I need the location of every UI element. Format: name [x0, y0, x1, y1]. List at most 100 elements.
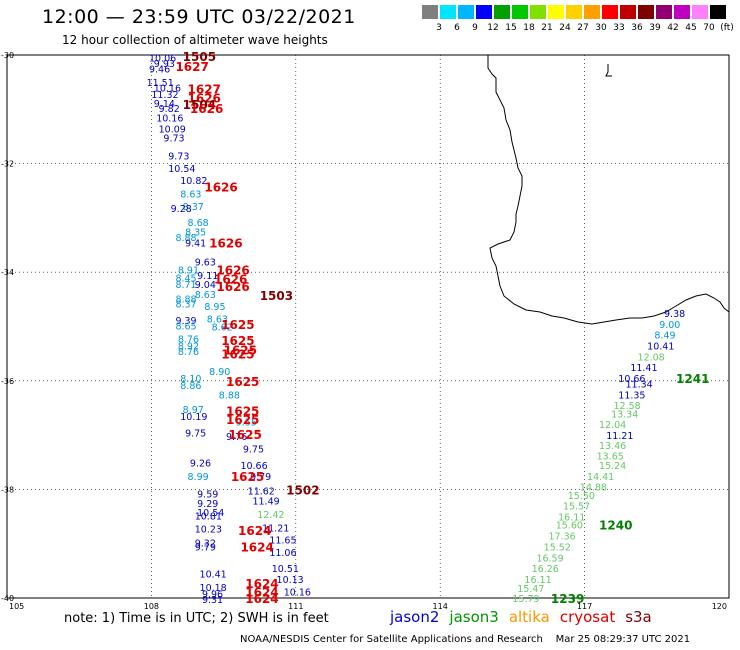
wave-height-value: 11.06 — [269, 548, 296, 559]
wave-height-value: 9.96 — [202, 590, 223, 601]
color-swatch — [620, 5, 636, 19]
wave-height-value: 9.39 — [175, 316, 196, 327]
wave-height-value: 8.95 — [204, 302, 225, 313]
wave-height-value: 10.81 — [195, 511, 222, 522]
wave-height-value: 10.51 — [272, 564, 299, 575]
wave-height-value: 8.49 — [654, 331, 675, 342]
pass-time-label: 1626 — [209, 236, 242, 250]
wave-height-value: 9.38 — [664, 309, 685, 320]
pass-time-label: 1625 — [231, 470, 264, 484]
wave-height-value: 9.73 — [163, 134, 184, 145]
pass-time-label: 1239 — [551, 592, 584, 606]
wave-height-value: 10.16 — [156, 113, 183, 124]
pass-time-label: 1502 — [286, 483, 319, 497]
color-swatch — [494, 5, 510, 19]
wave-height-value: 8.37 — [183, 202, 204, 213]
lon-tick-label: 111 — [288, 602, 303, 611]
wave-height-value: 9.29 — [197, 499, 218, 510]
wave-height-value: 8.76 — [178, 334, 199, 345]
pass-labels-layer: 1505162716271626150416261626162616261626… — [175, 50, 709, 606]
wave-height-value: 11.34 — [626, 380, 653, 391]
satellite-legend-item: altika — [508, 608, 550, 626]
wave-height-value: 15.52 — [544, 542, 571, 553]
wave-height-value: 10.16 — [154, 84, 181, 95]
satellite-legend: jason2 jason3 altika cryosat s3a — [390, 608, 662, 626]
color-swatch — [530, 5, 546, 19]
australia-coastline — [487, 55, 730, 325]
wave-height-value: 9.31 — [202, 595, 223, 606]
wave-height-value: 13.65 — [597, 452, 624, 463]
wave-height-value: 9.26 — [190, 458, 211, 469]
lat-tick-label: -40 — [1, 594, 14, 603]
wave-height-value: 9.73 — [168, 151, 189, 162]
pass-time-label: 1505 — [183, 50, 216, 64]
wave-height-value: 13.34 — [611, 409, 638, 420]
satellite-legend-item: jason3 — [449, 608, 499, 626]
color-legend-label: 36 — [631, 23, 643, 33]
wave-height-value: 10.54 — [197, 508, 224, 519]
note-text: note: 1) Time is in UTC; 2) SWH is in fe… — [64, 611, 329, 626]
wave-height-value: 10.66 — [618, 374, 645, 385]
pass-time-label: 1626 — [190, 102, 223, 116]
pass-time-label: 1626 — [188, 91, 221, 105]
wave-height-value: 9.55 — [236, 418, 257, 429]
color-legend-label: 3 — [436, 23, 442, 33]
color-legend-label: 33 — [613, 23, 625, 33]
satellite-legend-item: jason2 — [390, 608, 440, 626]
pass-time-label: 1624 — [238, 524, 271, 538]
wave-height-value: 15.50 — [568, 491, 595, 502]
color-swatch — [674, 5, 690, 19]
pass-time-label: 1625 — [221, 334, 254, 348]
wave-height-value: 8.91 — [178, 265, 199, 276]
wave-height-value: 16.11 — [524, 575, 551, 586]
pass-time-label: 1625 — [221, 348, 254, 362]
observations-layer: 10.069.939.4611.5110.1611.329.149.8210.1… — [147, 54, 686, 606]
wave-height-value: 11.62 — [248, 486, 275, 497]
pass-time-label: 1625 — [226, 375, 259, 389]
satellite-legend-item: cryosat — [559, 608, 616, 626]
pass-time-label: 1503 — [260, 289, 293, 303]
wave-height-value: 8.97 — [183, 405, 204, 416]
wave-height-value: 9.63 — [195, 257, 216, 268]
pass-time-label: 1624 — [245, 592, 278, 606]
color-legend-label: 12 — [487, 23, 499, 33]
color-swatch — [422, 5, 438, 19]
pass-time-label: 1624 — [240, 540, 273, 554]
lat-tick-label: -30 — [1, 51, 14, 60]
pass-time-label: 1625 — [221, 318, 254, 332]
color-legend-label: 24 — [559, 23, 571, 33]
color-swatch — [584, 5, 600, 19]
pass-time-label: 1624 — [245, 585, 278, 599]
lat-tick-label: -32 — [1, 160, 14, 169]
pass-time-label: 1626 — [216, 263, 249, 277]
island-outline — [605, 64, 612, 77]
color-swatch — [656, 5, 672, 19]
color-swatch — [548, 5, 564, 19]
wave-height-value: 15.47 — [517, 584, 544, 595]
map-gridlines — [6, 54, 730, 599]
wave-height-value: 12.04 — [599, 420, 626, 431]
color-swatch — [638, 5, 654, 19]
pass-time-label: 1626 — [214, 273, 247, 287]
satellite-legend-item: s3a — [625, 608, 652, 626]
wave-height-value: 10.13 — [277, 575, 304, 586]
color-swatch — [602, 5, 618, 19]
wave-height-value: 8.65 — [175, 321, 196, 332]
wave-height-value: 16.59 — [536, 553, 563, 564]
wave-height-value: 10.41 — [647, 342, 674, 353]
wave-height-value: 11.41 — [630, 363, 657, 374]
map-frame — [6, 54, 730, 599]
wave-height-value: 8.37 — [175, 300, 196, 311]
lat-tick-label: -38 — [1, 485, 14, 494]
wave-height-value: 9.75 — [243, 445, 264, 456]
wave-height-value: 10.06 — [149, 54, 176, 65]
color-legend-label: 6 — [454, 23, 460, 33]
wave-height-value: 9.82 — [159, 104, 180, 115]
wave-height-value: 16.11 — [558, 513, 585, 524]
color-legend-label: 70 — [703, 23, 715, 33]
wave-height-value: 17.36 — [549, 532, 576, 543]
pass-time-label: 1241 — [676, 372, 709, 386]
wave-height-value: 9.32 — [195, 539, 216, 550]
wave-height-value: 11.21 — [606, 431, 633, 442]
